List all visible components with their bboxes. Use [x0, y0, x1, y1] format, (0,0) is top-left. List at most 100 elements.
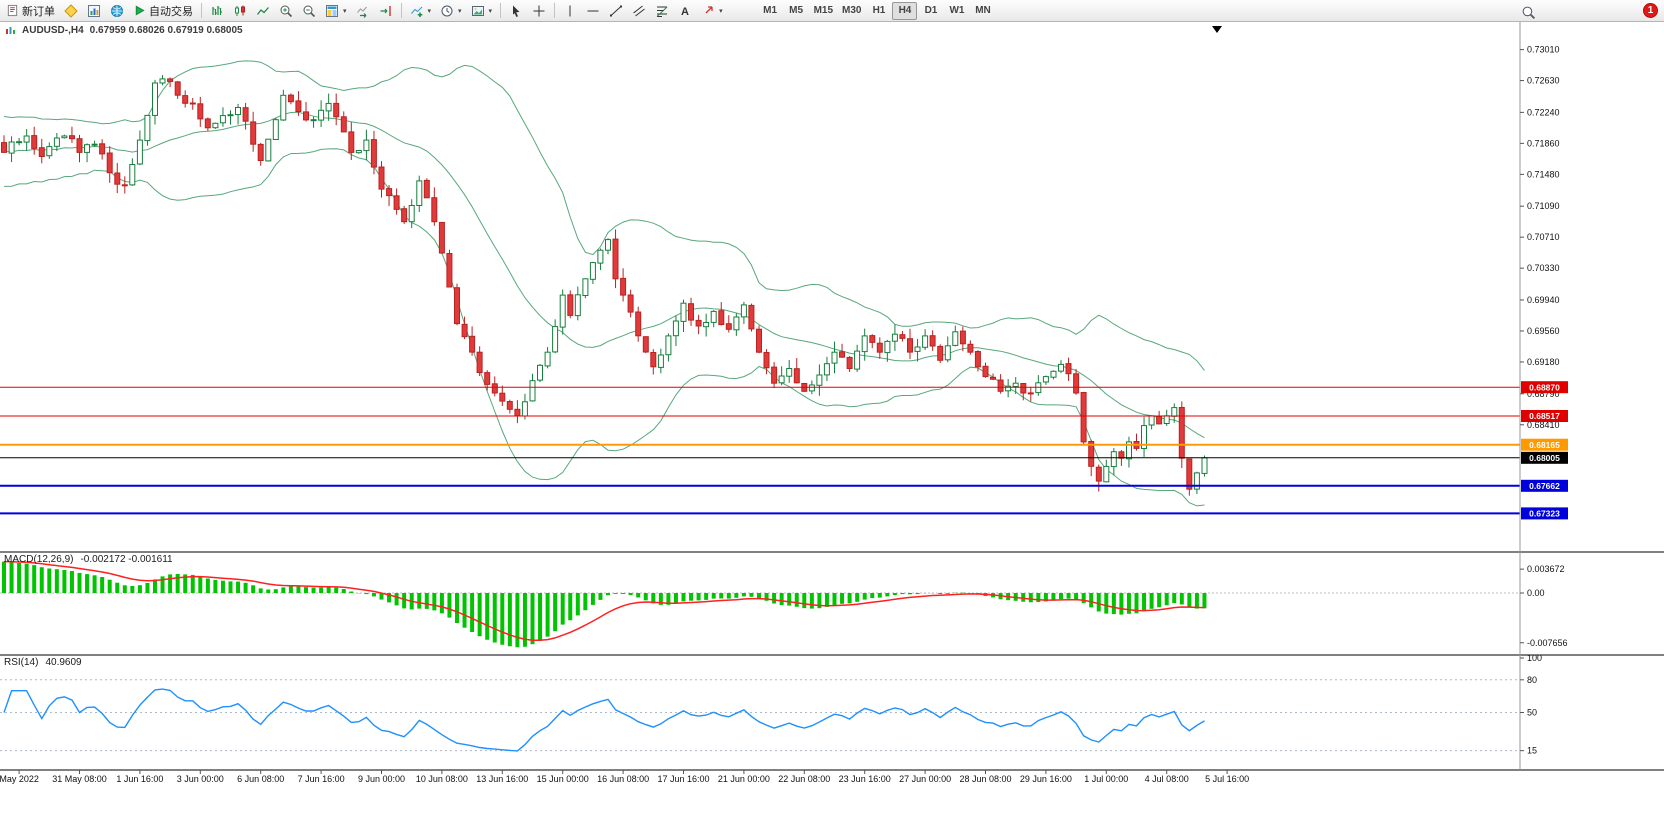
crosshair-button[interactable]: [528, 1, 550, 21]
auto-scroll-button[interactable]: [352, 1, 374, 21]
timeframe-toolbar: M1 M5 M15 M30 H1 H4 D1 W1 MN: [758, 1, 996, 20]
new-order-icon: [7, 4, 18, 17]
svg-text:0.69940: 0.69940: [1527, 295, 1560, 305]
svg-text:0.69180: 0.69180: [1527, 357, 1560, 367]
svg-text:17 Jun 16:00: 17 Jun 16:00: [657, 774, 709, 784]
mql5-community-button[interactable]: [106, 1, 128, 21]
svg-text:0.67662: 0.67662: [1529, 481, 1560, 491]
notification-badge[interactable]: 1: [1643, 3, 1658, 18]
svg-text:3 Jun 00:00: 3 Jun 00:00: [177, 774, 224, 784]
new-chart-button[interactable]: ▾: [321, 1, 351, 21]
arrows-icon: [705, 5, 713, 13]
price-level-tag: [1521, 410, 1568, 422]
new-order-button[interactable]: 新订单: [2, 1, 59, 21]
templates-button[interactable]: ▾: [467, 1, 497, 21]
timeframe-w1-button[interactable]: W1: [944, 2, 969, 20]
chart-mini-icon: [6, 27, 15, 34]
macd-name: MACD(12,26,9): [4, 554, 74, 565]
horizontal-line-button[interactable]: [582, 1, 604, 21]
svg-text:9 Jun 00:00: 9 Jun 00:00: [358, 774, 405, 784]
search-button[interactable]: [1517, 2, 1540, 22]
cursor-button[interactable]: [505, 1, 527, 21]
timeframe-m30-button[interactable]: M30: [838, 2, 865, 20]
chart-shift-button[interactable]: [375, 1, 397, 21]
timeframe-m1-button[interactable]: M1: [758, 2, 783, 20]
timeframe-m15-button[interactable]: M15: [810, 2, 837, 20]
trendline-button[interactable]: [605, 1, 627, 21]
search-icon: [1522, 6, 1536, 19]
text-button[interactable]: A: [674, 1, 696, 21]
svg-text:-0.007656: -0.007656: [1527, 638, 1568, 648]
arrows-button[interactable]: ▾: [697, 1, 727, 21]
metaeditor-button[interactable]: [60, 1, 82, 21]
auto-trading-button[interactable]: 自动交易: [129, 1, 197, 21]
svg-text:0.68517: 0.68517: [1529, 411, 1560, 421]
svg-text:A: A: [681, 6, 689, 18]
vertical-line-button[interactable]: [559, 1, 581, 21]
svg-text:0.68790: 0.68790: [1527, 389, 1560, 399]
price-shift-marker: [1212, 26, 1222, 33]
bollinger-bands: [3, 60, 1205, 507]
indicators-icon: [410, 6, 422, 17]
svg-text:22 Jun 08:00: 22 Jun 08:00: [778, 774, 830, 784]
svg-text:80: 80: [1527, 675, 1537, 685]
zoom-out-button[interactable]: [298, 1, 320, 21]
macd-values: -0.002172 -0.001611: [80, 554, 173, 565]
svg-text:5 Jul 16:00: 5 Jul 16:00: [1205, 774, 1249, 784]
channel-icon: [633, 5, 645, 16]
svg-text:15: 15: [1527, 746, 1537, 756]
svg-text:27 Jun 00:00: 27 Jun 00:00: [899, 774, 951, 784]
channel-button[interactable]: [628, 1, 650, 21]
svg-text:0.69560: 0.69560: [1527, 326, 1560, 336]
price-level-tag: [1521, 507, 1568, 520]
svg-text:10 Jun 08:00: 10 Jun 08:00: [416, 774, 468, 784]
timeframe-d1-button[interactable]: D1: [918, 2, 943, 20]
zoom-in-button[interactable]: [275, 1, 297, 21]
timeframe-h1-button[interactable]: H1: [866, 2, 891, 20]
dropdown-caret-icon: ▾: [458, 7, 462, 15]
fibonacci-button[interactable]: [651, 1, 673, 21]
text-icon: A: [681, 6, 689, 18]
svg-text:0.72240: 0.72240: [1527, 107, 1560, 117]
level-lines: [0, 26, 1520, 515]
line-chart-button[interactable]: [252, 1, 274, 21]
timeframe-mn-button[interactable]: MN: [970, 2, 995, 20]
zoom-in-icon: [280, 5, 293, 17]
svg-text:0.68165: 0.68165: [1529, 440, 1560, 450]
svg-text:0.73010: 0.73010: [1527, 45, 1560, 55]
macd-label: MACD(12,26,9) -0.002172 -0.001611: [4, 554, 173, 565]
indicators-button[interactable]: ▾: [406, 1, 436, 21]
rsi-panel: [0, 679, 1520, 752]
svg-text:0.00: 0.00: [1527, 588, 1545, 598]
new-chart-icon: [326, 4, 338, 17]
periods-icon: [441, 5, 453, 16]
svg-text:4 Jul 08:00: 4 Jul 08:00: [1145, 774, 1189, 784]
timeframe-h4-button[interactable]: H4: [892, 1, 918, 20]
data-window-button[interactable]: [83, 1, 105, 21]
candlestick-chart-button[interactable]: [229, 1, 251, 21]
svg-text:28 Jun 08:00: 28 Jun 08:00: [959, 774, 1011, 784]
toolbar-separator: [554, 3, 556, 18]
vertical-line-icon: [569, 5, 571, 16]
svg-text:50: 50: [1527, 708, 1537, 718]
bars-chart-button[interactable]: [206, 1, 228, 21]
rsi-value: 40.9609: [45, 657, 82, 668]
notification-count: 1: [1647, 5, 1654, 16]
periods-button[interactable]: ▾: [436, 1, 466, 21]
bars-chart-icon: [212, 5, 222, 15]
main-toolbar: 新订单 自动交易 ▾: [0, 0, 1664, 22]
svg-text:1 Jul 00:00: 1 Jul 00:00: [1084, 774, 1128, 784]
auto-trading-icon: [135, 5, 145, 16]
panel-separators: [0, 22, 1664, 771]
trendline-icon: [610, 5, 623, 16]
svg-text:100: 100: [1527, 653, 1542, 663]
time-axis: May 2022 31 May 08:00 1 Jun 16:00 3 Jun 00:…: [0, 770, 1249, 784]
line-chart-icon: [256, 6, 269, 15]
data-window-icon: [88, 4, 100, 17]
timeframe-m5-button[interactable]: M5: [784, 2, 809, 20]
svg-text:6 Jun 08:00: 6 Jun 08:00: [237, 774, 284, 784]
price-level-tag: [1521, 381, 1568, 394]
svg-text:May 2022: May 2022: [0, 774, 39, 784]
